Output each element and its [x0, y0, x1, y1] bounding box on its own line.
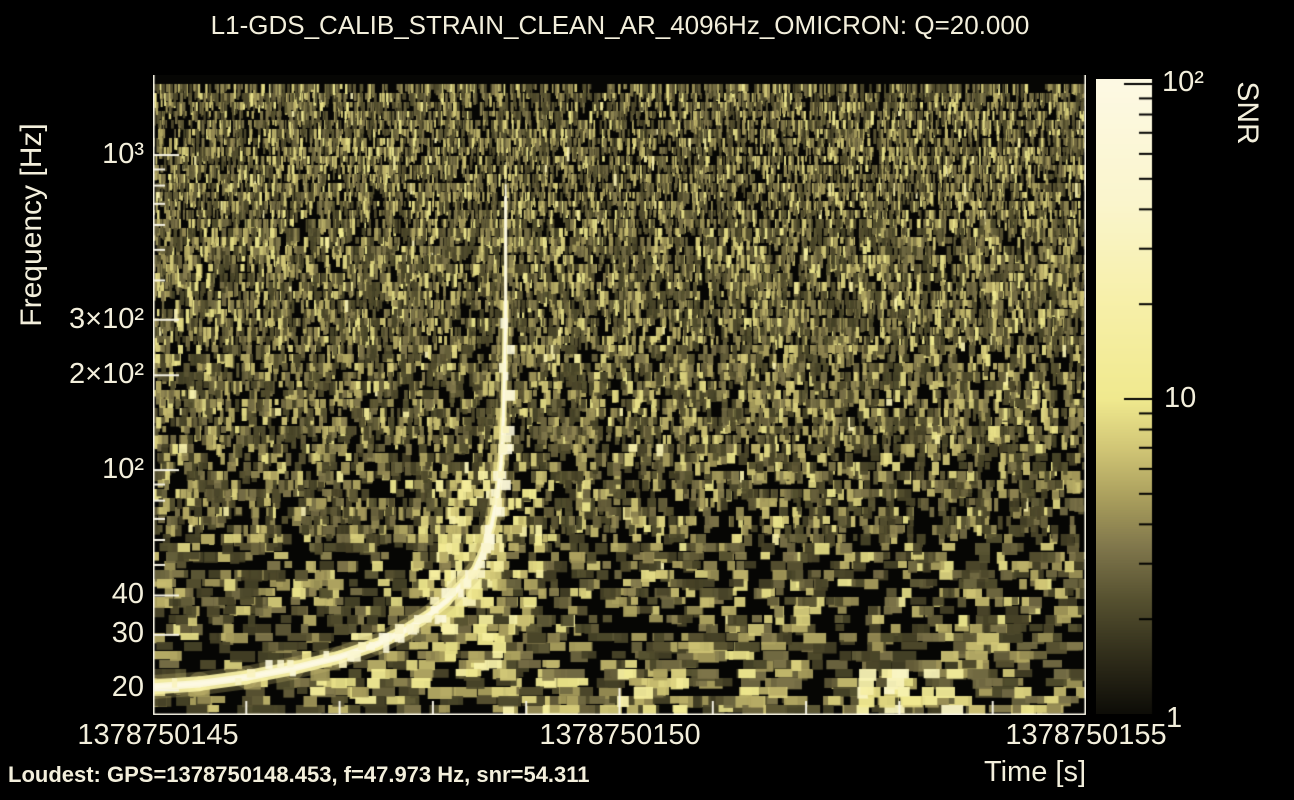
y-tick-label-300: 3×10² — [69, 303, 144, 335]
y-tick-label-200: 2×10² — [69, 358, 144, 390]
plot-title: L1-GDS_CALIB_STRAIN_CLEAN_AR_4096Hz_OMIC… — [210, 10, 1030, 40]
y-axis-title: Frequency [Hz] — [15, 123, 48, 327]
x-tick-label-150: 1378750150 — [539, 719, 701, 751]
y-tick-label-20: 20 — [111, 671, 144, 703]
loudest-annotation: Loudest: GPS=1378750148.453, f=47.973 Hz… — [8, 762, 590, 787]
x-tick-label-145: 1378750145 — [77, 719, 239, 751]
y-tick-label-1000: 10³ — [102, 138, 144, 170]
colorbar-tick-label-1: 1 — [1166, 702, 1183, 734]
colorbar-tick-label-10: 10 — [1164, 382, 1197, 414]
colorbar-tick-label-100: 10² — [1162, 66, 1204, 98]
colorbar-title: SNR — [1231, 81, 1264, 145]
y-tick-label-40: 40 — [111, 578, 144, 610]
y-tick-label-100: 10² — [102, 453, 144, 485]
colorbar — [1096, 79, 1168, 714]
x-axis-title: Time [s] — [983, 756, 1087, 788]
spectrogram-canvas — [153, 75, 1086, 715]
x-tick-label-155: 1378750155 — [1005, 719, 1167, 751]
y-tick-label-30: 30 — [111, 617, 144, 649]
